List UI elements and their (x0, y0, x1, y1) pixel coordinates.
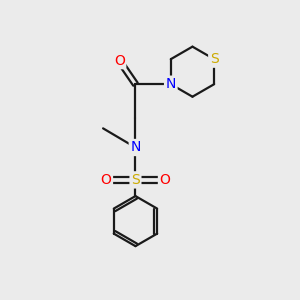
Text: O: O (160, 173, 170, 187)
Text: S: S (131, 173, 140, 187)
Text: N: N (130, 140, 141, 154)
Text: O: O (100, 173, 112, 187)
Text: N: N (166, 77, 176, 91)
Text: O: O (114, 54, 125, 68)
Text: S: S (210, 52, 218, 66)
